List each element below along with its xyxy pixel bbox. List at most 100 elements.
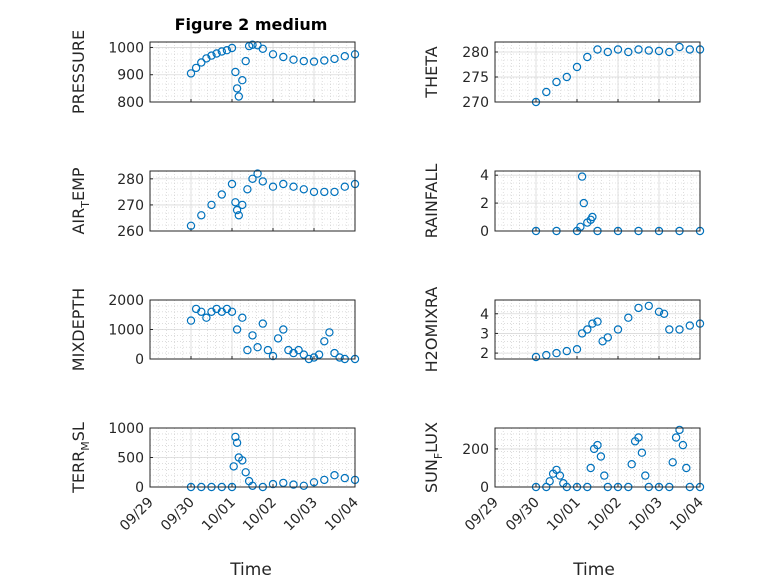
data-point: [320, 56, 329, 65]
data-point: [238, 313, 247, 322]
data-point: [207, 200, 216, 210]
data-point: [579, 198, 589, 208]
data-point: [263, 345, 273, 355]
data-point: [299, 481, 308, 490]
data-point: [593, 440, 602, 450]
y-axis-label: H2OMIXRA: [422, 287, 441, 373]
y-tick-label: 800: [117, 95, 144, 111]
subplot-8: 0 200 09/29 09/30 10/01 10/02 10/03 10/04 SUNFLU…: [422, 422, 707, 534]
data-point: [637, 448, 647, 457]
subplot-1: 800 900 1000 PRESSURE: [69, 30, 360, 114]
data-point: [309, 57, 319, 66]
axes-box: [149, 170, 356, 232]
data-point: [299, 185, 308, 194]
axes-box: [494, 299, 701, 360]
data-point: [299, 350, 308, 359]
data-point: [227, 43, 237, 53]
data-point: [241, 56, 250, 66]
data-point: [678, 440, 688, 450]
axes-box: [494, 41, 701, 103]
x-tick-label: 09/29: [462, 495, 502, 535]
data-point: [232, 325, 242, 334]
axes-box: [494, 170, 701, 232]
data-point: [234, 92, 243, 101]
data-point: [603, 47, 613, 57]
data-point: [248, 174, 257, 183]
data-point: [634, 303, 643, 313]
data-point: [186, 221, 196, 230]
x-tick-label: 10/03: [281, 495, 321, 535]
data-point: [665, 47, 674, 57]
data-point: [644, 301, 654, 311]
y-tick-label: 260: [117, 224, 144, 240]
data-point: [531, 352, 541, 362]
data-point: [231, 198, 240, 207]
subplot-4: 0 2 4 RAINFALL: [422, 164, 705, 240]
subplot-7: 0 500 1000 09/29 09/30 10/01 10/02 10/03 10/04 TE…: [69, 421, 362, 534]
data-point: [243, 185, 252, 194]
axes-box: [149, 41, 356, 103]
y-axis-label: PRESSURE: [69, 30, 88, 114]
subplot-6: 2 3 4 H2OMIXRA: [422, 287, 705, 373]
y-tick-label: 280: [462, 45, 489, 61]
data-point: [186, 316, 196, 325]
data-point: [603, 333, 613, 342]
subplot-2: 270 275 280 THETA: [422, 41, 705, 111]
data-point: [197, 211, 206, 220]
data-point: [685, 45, 695, 54]
data-point: [217, 190, 226, 199]
data-point: [294, 345, 303, 355]
data-point: [598, 337, 607, 346]
data-point: [330, 471, 339, 480]
data-point: [238, 456, 247, 465]
data-point: [644, 46, 654, 55]
data-point: [654, 46, 664, 56]
data-point: [555, 471, 565, 480]
data-point: [576, 222, 585, 231]
y-tick-label: 4: [480, 307, 489, 323]
data-point: [613, 325, 623, 334]
data-point: [593, 317, 602, 326]
data-point: [227, 307, 237, 316]
data-point: [253, 169, 262, 178]
data-point: [234, 211, 243, 220]
data-point: [289, 55, 298, 64]
data-point: [232, 438, 242, 447]
data-point: [545, 477, 554, 486]
y-tick-label: 270: [462, 95, 489, 111]
x-tick-label: 10/02: [585, 495, 625, 535]
data-point: [258, 44, 267, 54]
data-point: [217, 47, 226, 56]
y-tick-label: 0: [480, 224, 489, 240]
data-point: [675, 325, 684, 334]
x-tick-label: 09/29: [117, 495, 157, 535]
data-point: [268, 50, 278, 59]
data-point: [268, 351, 278, 361]
data-point: [330, 54, 339, 64]
data-point: [273, 334, 283, 343]
data-point: [588, 319, 597, 328]
data-point: [552, 77, 561, 87]
y-axis-label: RAINFALL: [422, 164, 441, 239]
data-point: [202, 313, 211, 322]
y-tick-label: 0: [135, 480, 144, 496]
data-point: [197, 307, 206, 316]
data-point: [320, 337, 329, 346]
y-tick-label: 280: [117, 172, 144, 188]
data-point: [586, 463, 595, 473]
data-point: [309, 187, 319, 197]
data-point: [641, 471, 650, 480]
data-point: [675, 42, 684, 52]
x-axis-label-right: Time: [572, 560, 615, 580]
data-point: [229, 462, 238, 471]
data-point: [186, 69, 196, 78]
x-tick-label: 10/01: [544, 495, 584, 535]
data-point: [627, 460, 636, 469]
data-point: [577, 172, 587, 181]
y-tick-label: 275: [462, 70, 489, 86]
subplot-5: 0 1000 2000 MIXDEPTH: [69, 288, 360, 371]
data-point: [593, 45, 602, 54]
data-point: [340, 473, 349, 483]
y-tick-label: 1000: [108, 421, 144, 437]
